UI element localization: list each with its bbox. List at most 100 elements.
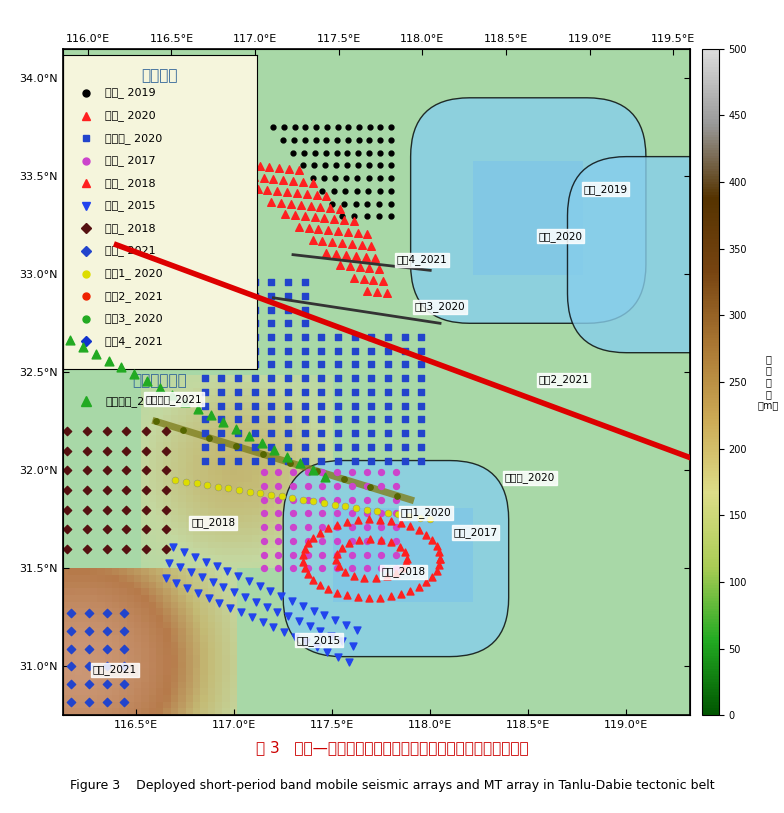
Point [61, 542, 74, 555]
Point [257, 448, 270, 461]
Point [100, 523, 113, 536]
Point [30, 642, 42, 655]
Text: 测线2_2021: 测线2_2021 [538, 374, 589, 385]
Point [347, 272, 360, 285]
Point [249, 372, 261, 385]
Point [257, 507, 270, 520]
Point [13, 607, 25, 620]
Point [315, 372, 328, 385]
Point [364, 480, 376, 493]
Point [285, 594, 298, 607]
Point [65, 607, 78, 620]
Point [365, 413, 378, 426]
Point [100, 464, 113, 477]
Point [382, 331, 394, 344]
Point [83, 624, 96, 637]
Point [316, 466, 328, 479]
Point [318, 609, 331, 622]
Point [22, 542, 34, 555]
Point [426, 534, 438, 547]
Point [118, 642, 131, 655]
Point [83, 607, 96, 620]
Point [198, 358, 211, 371]
Point [13, 660, 25, 673]
Point [287, 520, 299, 533]
Point [140, 542, 152, 555]
Point [382, 358, 394, 371]
Point [273, 162, 285, 175]
Point [331, 562, 343, 575]
Point [332, 331, 344, 344]
Point [242, 575, 255, 588]
Point [140, 444, 152, 457]
Point [159, 542, 172, 555]
Point [303, 620, 316, 633]
Point [128, 367, 140, 380]
Point [284, 456, 296, 469]
Point [150, 415, 162, 428]
Point [265, 289, 278, 302]
Point [331, 547, 343, 560]
Point [348, 454, 361, 467]
Point [319, 471, 332, 484]
Point [65, 677, 78, 690]
Point [65, 695, 78, 708]
Point [390, 534, 402, 547]
Point [328, 614, 341, 627]
Point [249, 441, 261, 454]
Point [315, 413, 328, 426]
Point [242, 429, 255, 442]
Point [430, 564, 443, 577]
Point [302, 567, 314, 580]
Point [375, 548, 387, 561]
Point [271, 185, 284, 198]
Point [198, 427, 211, 440]
Point [385, 536, 397, 549]
Point [398, 427, 411, 440]
Point [100, 660, 113, 673]
Point [176, 423, 189, 436]
Point [100, 484, 113, 497]
Point [198, 399, 211, 412]
Point [281, 399, 294, 412]
Point [222, 482, 234, 495]
Point [351, 514, 364, 527]
Point [81, 444, 93, 457]
Point [382, 454, 394, 467]
Point [281, 289, 294, 302]
Point [140, 375, 153, 388]
Point [299, 372, 311, 385]
Point [334, 259, 347, 272]
Point [299, 441, 311, 454]
Point [285, 198, 297, 211]
Text: 张八岭_2020: 张八岭_2020 [505, 472, 555, 483]
Point [369, 251, 382, 264]
Point [325, 629, 337, 642]
Point [215, 331, 227, 344]
Point [286, 492, 299, 505]
Point [331, 507, 343, 520]
Point [360, 548, 372, 561]
Point [367, 274, 379, 287]
Point [412, 524, 425, 537]
Point [365, 331, 378, 344]
Point [254, 487, 267, 500]
Point [248, 171, 260, 184]
Point [257, 466, 270, 479]
Point [42, 424, 54, 437]
Point [83, 695, 96, 708]
Point [343, 260, 356, 273]
Point [198, 454, 211, 467]
Point [118, 607, 131, 620]
Point [159, 464, 172, 477]
Point [13, 642, 25, 655]
Point [206, 576, 219, 589]
Point [348, 385, 361, 398]
Point [232, 413, 245, 426]
Point [394, 541, 406, 554]
Point [198, 317, 211, 330]
Point [181, 581, 194, 594]
Point [426, 570, 438, 583]
Point [230, 423, 242, 436]
Point [308, 211, 321, 224]
